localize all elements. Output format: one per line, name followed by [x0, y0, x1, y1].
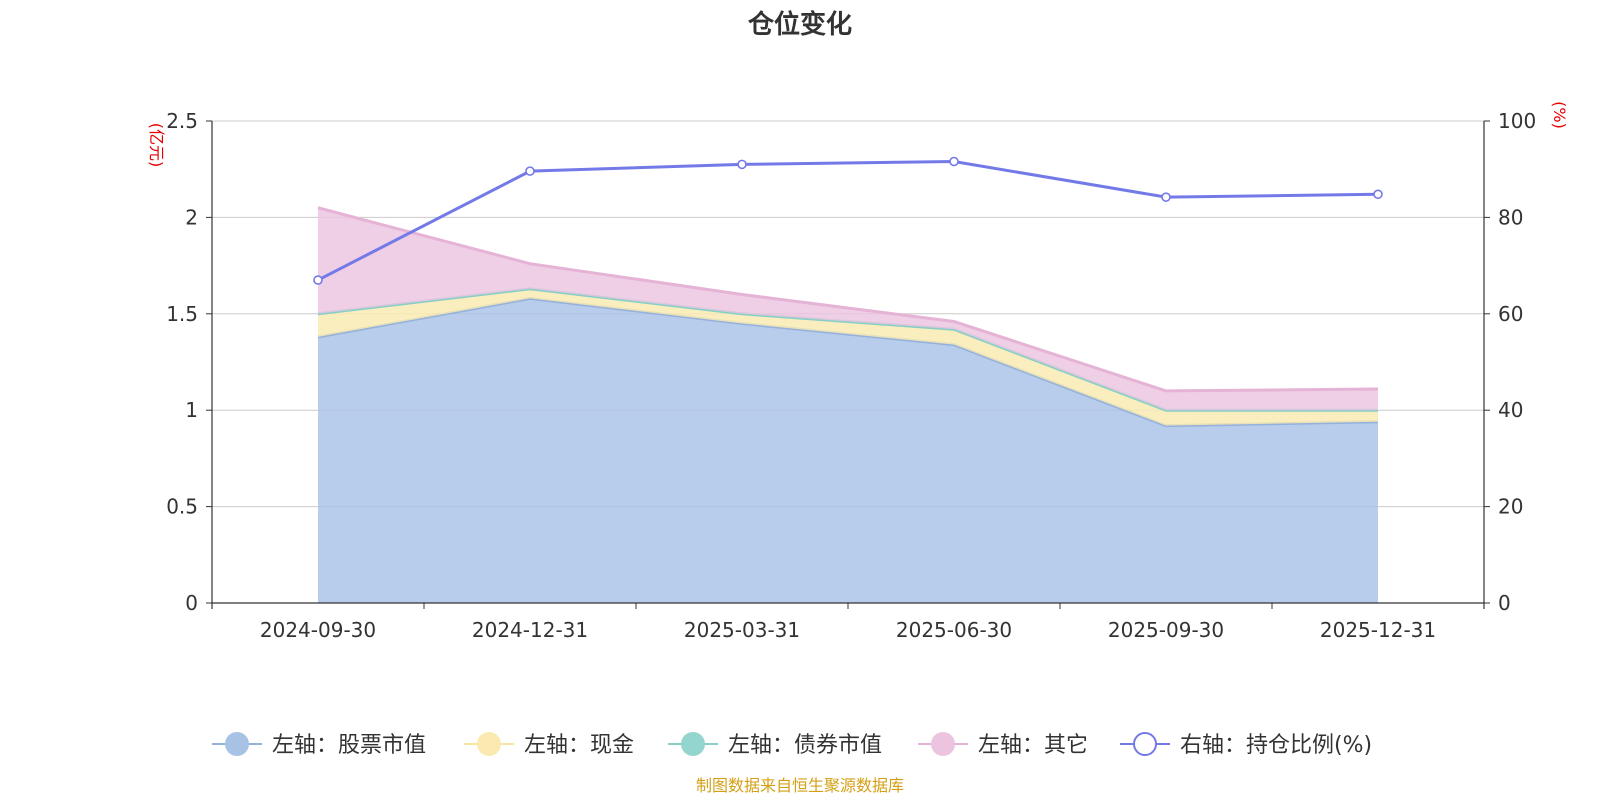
left-axis-tick-label: 2: [185, 205, 198, 229]
chart-title: 仓位变化: [747, 9, 852, 40]
legend-marker: [477, 732, 501, 756]
legend-label: 左轴：股票市值: [272, 733, 426, 758]
x-axis-tick-label: 2025-03-31: [684, 618, 800, 642]
legend-label: 左轴：现金: [524, 733, 634, 758]
left-axis-tick-label: 0: [185, 591, 198, 615]
area-edge-左轴：其它: [317, 206, 1379, 393]
legend-marker: [225, 732, 249, 756]
legend-label: 左轴：其它: [978, 733, 1088, 758]
position-ratio-point: [313, 275, 323, 285]
x-axis-tick-label: 2025-12-31: [1320, 618, 1436, 642]
position-ratio-point: [525, 166, 535, 176]
left-axis-tick-label: 1: [185, 398, 198, 422]
left-axis-tick-label: 2.5: [166, 109, 198, 133]
position-ratio-point: [949, 156, 959, 167]
axes: 0 0.5 1 1.5 2 2.5 0 20 40 60 80 100 2024-09-30 2024-1…: [166, 109, 1536, 642]
legend-label: 左轴：债券市值: [728, 733, 882, 758]
legend: 左轴：股票市值 左轴：现金 左轴：债券市值 左轴：其它 右轴：持仓比例(%): [212, 732, 1372, 758]
legend-marker: [681, 732, 705, 756]
x-axis-tick-label: 2024-09-30: [260, 618, 376, 642]
stacked-areas: [317, 206, 1379, 603]
right-axis-tick-label: 0: [1498, 591, 1511, 615]
left-axis-unit: (亿元): [147, 123, 166, 168]
x-axis-tick-label: 2025-09-30: [1108, 618, 1224, 642]
position-ratio-point: [1161, 192, 1171, 202]
legend-label: 右轴：持仓比例(%): [1180, 733, 1372, 758]
legend-marker: [931, 732, 955, 756]
right-axis-unit: (%): [1550, 101, 1569, 129]
x-axis-tick-label: 2024-12-31: [472, 618, 588, 642]
right-axis-tick-label: 60: [1498, 302, 1523, 326]
left-axis-tick-label: 1.5: [166, 302, 198, 326]
legend-marker: [1133, 732, 1157, 756]
area-左轴：股票市值: [318, 298, 1378, 603]
position-ratio-line: [313, 156, 1383, 285]
position-ratio-point: [737, 159, 747, 170]
right-axis-tick-label: 20: [1498, 495, 1523, 519]
x-axis-tick-label: 2025-06-30: [896, 618, 1012, 642]
right-axis-tick-label: 80: [1498, 205, 1523, 229]
position-ratio-polyline: [317, 159, 1379, 282]
left-axis-tick-label: 0.5: [166, 495, 198, 519]
data-source-note: 制图数据来自恒生聚源数据库: [696, 776, 904, 795]
right-axis-tick-label: 40: [1498, 398, 1523, 422]
right-axis-tick-label: 100: [1498, 109, 1536, 133]
position-ratio-point: [1373, 189, 1383, 200]
